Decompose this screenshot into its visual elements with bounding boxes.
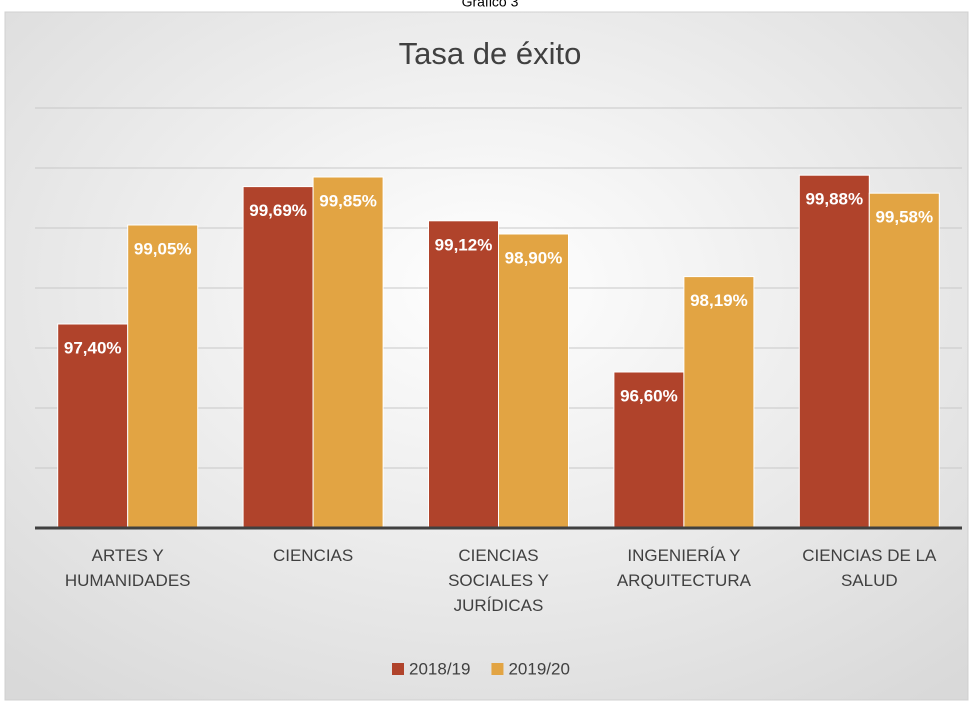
data-label: 99,58%	[875, 208, 933, 227]
x-tick-label: CIENCIAS DE LA SALUD	[802, 546, 937, 590]
bar	[57, 323, 129, 529]
legend-swatch	[491, 663, 504, 675]
bar	[127, 224, 199, 529]
legend-label: 2018/19	[409, 659, 470, 678]
data-label: 99,69%	[249, 201, 307, 220]
data-label: 99,05%	[134, 239, 192, 258]
bar	[613, 371, 685, 529]
data-label: 97,40%	[64, 338, 122, 357]
data-label: 98,19%	[690, 291, 748, 310]
header: Gráfico 3	[462, 0, 519, 10]
bar	[498, 233, 569, 529]
data-label: 99,88%	[805, 190, 863, 209]
x-tick-label: CIENCIAS SOCIALES Y JURÍDICAS	[448, 546, 549, 615]
bar	[798, 174, 870, 529]
bar	[242, 186, 314, 529]
bar	[312, 176, 384, 529]
x-tick-label: ARTES Y HUMANIDADES	[64, 546, 191, 590]
data-label: 98,90%	[505, 248, 563, 267]
legend-swatch	[392, 663, 404, 675]
data-label: 96,60%	[620, 386, 678, 405]
bar	[683, 276, 755, 529]
bar	[428, 220, 499, 529]
bar	[868, 192, 940, 529]
legend-label: 2019/20	[508, 659, 569, 678]
chart-title: Tasa de éxito	[399, 36, 582, 71]
data-label: 99,12%	[435, 235, 493, 254]
x-tick-label: CIENCIAS	[272, 546, 354, 565]
data-label: 99,85%	[319, 191, 377, 210]
x-tick-label: INGENIERÍA Y ARQUITECTURA	[616, 546, 751, 590]
